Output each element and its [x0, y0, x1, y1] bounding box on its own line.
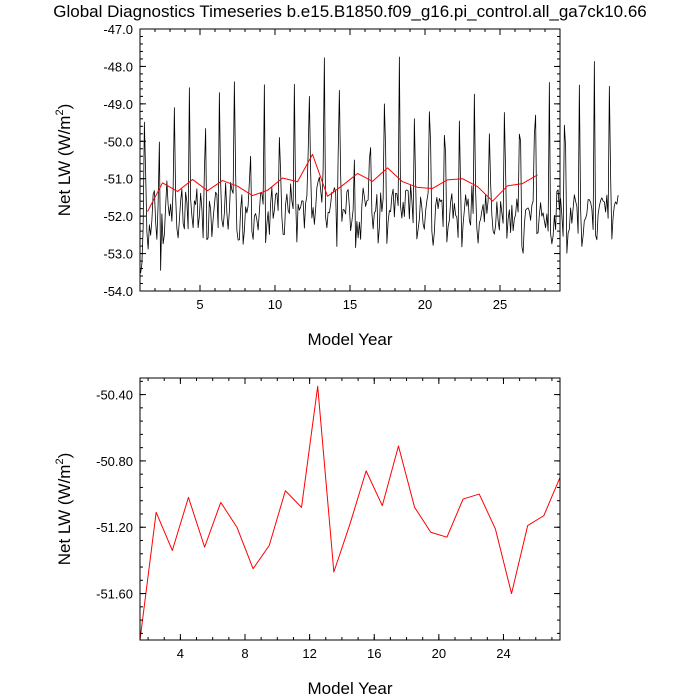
top-y-tick-label: -48.0	[103, 59, 133, 74]
top-series-1-line	[147, 153, 538, 212]
bottom-x-tick-label: 24	[496, 646, 510, 661]
top-x-tick-label: 5	[196, 297, 203, 312]
top-y-axis-label: Net LW (W/m2)	[54, 104, 74, 217]
bottom-panel: 4 8 12 16 20 24 -51.60 -51.20 -50.80 -50.40 Model …	[54, 377, 561, 698]
bottom-x-axis-label: Model Year	[307, 679, 392, 698]
top-y-tick-label: -53.0	[103, 247, 133, 262]
bottom-y-tick-label: -50.80	[96, 454, 133, 469]
top-y-tick-label: -54.0	[103, 284, 133, 299]
top-y-tick-label: -52.0	[103, 209, 133, 224]
bottom-series-0-line	[139, 385, 561, 641]
top-x-tick-label: 10	[268, 297, 282, 312]
top-x-tick-label: 20	[418, 297, 432, 312]
top-series-0-line	[140, 56, 619, 274]
bottom-y-tick-label: -51.60	[96, 587, 133, 602]
bottom-plot-frame	[139, 377, 561, 641]
top-panel: 5 10 15 20 25 -54.0 -53.0 -52.0 -51.0 -50.0 -49.0 -…	[54, 22, 619, 349]
bottom-x-tick-label: 12	[302, 646, 316, 661]
top-plot-frame	[139, 28, 561, 292]
top-y-tick-label: -51.0	[103, 172, 133, 187]
figure-title: Global Diagnostics Timeseries b.e15.B185…	[53, 2, 647, 21]
top-x-tick-label: 25	[493, 297, 507, 312]
bottom-y-tick-label: -50.40	[96, 388, 133, 403]
top-y-tick-label: -49.0	[103, 97, 133, 112]
bottom-x-tick-label: 20	[432, 646, 446, 661]
bottom-y-tick-label: -51.20	[96, 520, 133, 535]
top-x-axis-label: Model Year	[307, 330, 392, 349]
top-y-tick-label: -50.0	[103, 134, 133, 149]
top-y-tick-label: -47.0	[103, 22, 133, 37]
bottom-x-tick-label: 16	[367, 646, 381, 661]
top-x-tick-label: 15	[343, 297, 357, 312]
bottom-y-axis-label: Net LW (W/m2)	[54, 453, 74, 566]
bottom-x-tick-label: 8	[241, 646, 248, 661]
bottom-x-tick-label: 4	[177, 646, 184, 661]
